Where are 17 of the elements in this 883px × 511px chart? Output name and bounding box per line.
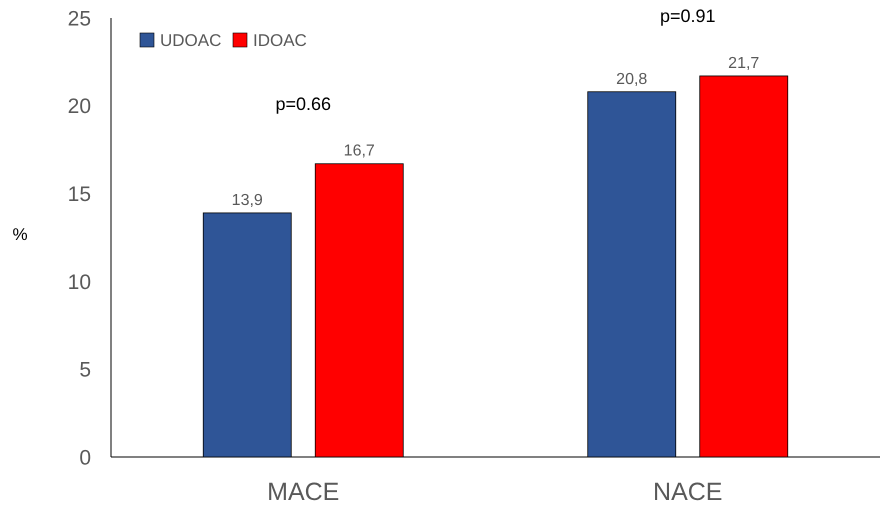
data-label: 16,7 — [344, 142, 375, 160]
y-tick-label: 25 — [68, 7, 91, 30]
legend-label: IDOAC — [253, 30, 307, 50]
y-tick-label: 15 — [68, 182, 91, 206]
annotation: p=0.66 — [275, 94, 332, 114]
y-axis-title: % — [12, 225, 28, 244]
annotation: p=0.91 — [660, 6, 716, 26]
data-label: 20,8 — [616, 70, 648, 88]
x-tick-label: NACE — [653, 478, 722, 506]
data-label: 21,7 — [728, 54, 760, 72]
legend-label: UDOAC — [160, 30, 222, 50]
y-tick-label: 0 — [79, 446, 91, 470]
data-label: 13,9 — [232, 192, 263, 209]
y-tick-label: 10 — [68, 270, 91, 294]
x-tick-label: MACE — [267, 478, 340, 506]
y-tick-label: 20 — [68, 95, 91, 118]
y-tick-label: 5 — [79, 358, 91, 382]
